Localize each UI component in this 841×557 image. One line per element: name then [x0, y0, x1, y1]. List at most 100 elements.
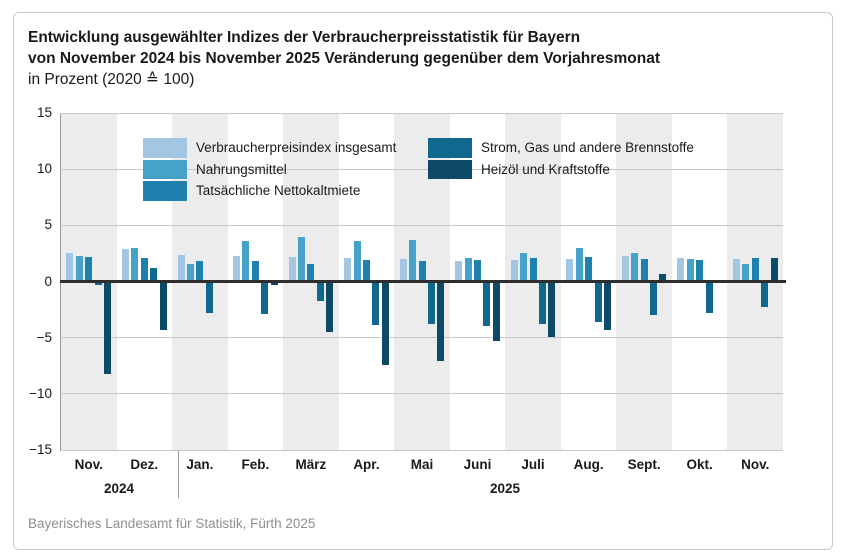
y-tick-label: 5: [44, 217, 52, 233]
x-month-label: Nov.: [741, 457, 770, 472]
gridline: [60, 112, 783, 114]
chart-bar: [270, 281, 278, 285]
chart-bar: [233, 255, 241, 282]
x-month-label: Mai: [410, 457, 434, 472]
chart-title-line-2: von November 2024 bis November 2025 Verä…: [28, 50, 660, 67]
x-month-label: Dez.: [130, 457, 159, 472]
legend-item: Nahrungsmittel: [143, 159, 396, 179]
chart-bar: [150, 268, 158, 282]
chart-bar: [122, 248, 129, 282]
legend-swatch: [428, 159, 472, 179]
chart-bar: [510, 260, 518, 282]
chart-bar: [381, 281, 389, 365]
chart-bar: [761, 281, 769, 308]
chart-bar: [140, 257, 148, 282]
legend-label: Heizöl und Kraftstoffe: [481, 161, 610, 177]
chart-bar: [104, 281, 112, 374]
chart-bar: [372, 281, 380, 326]
y-tick-label: 15: [36, 105, 52, 120]
x-month-label: Sept.: [627, 457, 661, 472]
chart-bar: [474, 260, 482, 282]
legend-group: Strom, Gas und andere Brennstoffe Heizöl …: [428, 138, 694, 181]
chart-bar: [677, 257, 685, 282]
chart-title-block: Entwicklung ausgewählter Indizes der Ver…: [28, 27, 660, 90]
chart-bar: [742, 263, 750, 282]
chart-bar: [659, 273, 667, 282]
chart-bar: [492, 281, 500, 342]
y-tick-label: −10: [29, 385, 52, 401]
chart-bar: [603, 281, 611, 330]
chart-bar: [196, 261, 204, 282]
legend-item: Verbraucherpreisindex insgesamt: [143, 138, 396, 158]
chart-bar: [353, 241, 361, 282]
chart-bar: [464, 257, 472, 282]
chart-bar: [288, 256, 296, 282]
chart-bar: [427, 281, 435, 325]
chart-bar: [455, 261, 463, 282]
legend-swatch: [143, 159, 187, 179]
legend-item: Strom, Gas und andere Brennstoffe: [428, 138, 694, 158]
y-tick-label: −15: [29, 442, 52, 457]
chart-subtitle: in Prozent (2020 ≙ 100): [28, 71, 195, 88]
chart-bar: [483, 281, 491, 327]
chart-bar: [409, 239, 417, 282]
gridline: [60, 393, 783, 395]
year-separator: [178, 450, 179, 498]
legend-label: Tatsächliche Nettokaltmiete: [196, 183, 361, 199]
gridline: [60, 449, 783, 451]
chart-bar: [177, 254, 185, 282]
chart-bar: [696, 260, 704, 282]
chart-bar: [344, 257, 352, 282]
chart-bar: [131, 247, 139, 282]
year-label: 2024: [103, 481, 135, 496]
chart-bar: [621, 255, 629, 282]
chart-bar: [732, 259, 740, 282]
y-tick-label: −5: [36, 329, 52, 345]
x-month-label: Feb.: [241, 457, 270, 472]
gridline: [60, 337, 783, 339]
chart-bar: [594, 281, 602, 322]
chart-bar: [251, 261, 259, 282]
chart-bar: [66, 253, 74, 282]
chart-bar: [575, 247, 583, 282]
chart-bar: [326, 281, 334, 333]
x-month-label: Aug.: [573, 457, 604, 472]
y-tick-label: 10: [36, 161, 52, 177]
gridline: [60, 224, 783, 226]
chart-bar: [261, 281, 269, 315]
chart-title-line-1: Entwicklung ausgewählter Indizes der Ver…: [28, 29, 581, 46]
chart-bar: [85, 256, 93, 282]
source-attribution: Bayerisches Landesamt für Statistik, Für…: [28, 516, 316, 531]
chart-bar: [705, 281, 713, 313]
chart-bar: [538, 281, 546, 325]
chart-bar: [437, 281, 445, 362]
x-month-label: März: [295, 457, 327, 472]
chart-bar: [520, 253, 528, 282]
chart-bar: [75, 255, 83, 282]
chart-bar: [631, 253, 639, 282]
chart-bar: [548, 281, 556, 337]
legend-item: Heizöl und Kraftstoffe: [428, 159, 694, 179]
year-label: 2025: [489, 481, 521, 496]
legend-swatch: [143, 138, 187, 158]
chart-bar: [298, 236, 306, 282]
chart-bar: [242, 241, 250, 282]
chart-bar: [159, 281, 167, 330]
chart-bar: [94, 281, 102, 285]
zero-axis-line: [60, 280, 786, 283]
x-month-label: Nov.: [74, 457, 103, 472]
y-tick-label: 0: [44, 273, 52, 289]
legend-item: Tatsächliche Nettokaltmiete: [143, 181, 396, 201]
chart-bar: [316, 281, 324, 301]
x-month-label: Apr.: [353, 457, 380, 472]
chart-bar: [585, 256, 593, 282]
x-month-label: Juni: [463, 457, 492, 472]
chart-bar: [529, 257, 537, 282]
chart-bar: [650, 281, 658, 316]
chart-bar: [770, 257, 778, 282]
gridline: [60, 168, 783, 170]
legend-label: Verbraucherpreisindex insgesamt: [196, 140, 397, 156]
chart-bar: [399, 259, 407, 282]
x-month-label: Okt.: [686, 457, 713, 472]
